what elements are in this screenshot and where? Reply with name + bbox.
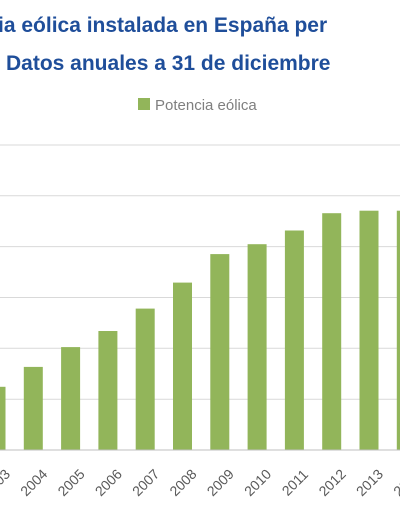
legend-label: Potencia eólica	[155, 97, 257, 114]
bar-2008	[173, 282, 192, 450]
bar-2007	[135, 308, 155, 450]
x-tick-label: 2012	[315, 466, 348, 499]
x-tick-label: 2008	[166, 466, 199, 499]
chart-title-line-2: Datos anuales a 31 de diciembre	[6, 52, 330, 75]
bar-2004	[23, 366, 43, 450]
legend-swatch	[138, 98, 150, 110]
chart-title-line-1: ia eólica instalada en España per	[0, 14, 327, 37]
bar-2012	[322, 213, 342, 450]
x-tick-label: 2007	[129, 466, 162, 499]
bar-2005	[61, 347, 81, 450]
x-tick-label: 2014	[390, 466, 400, 499]
x-tick-label: 2005	[54, 466, 87, 499]
bar-2010	[247, 244, 267, 450]
bar-2009	[210, 254, 230, 450]
x-tick-label: 2003	[0, 466, 13, 499]
bar-2013	[359, 210, 379, 450]
legend: Potencia eólica	[138, 97, 257, 114]
x-tick-label: 2006	[92, 466, 125, 499]
x-tick-label: 2010	[241, 466, 274, 499]
x-tick-labels: 2003 2004 2005 2006 2007 2008 2009 2010 2011 2012…	[0, 466, 400, 499]
bar-2006	[98, 331, 118, 450]
x-tick-label: 2013	[353, 466, 386, 499]
bar-2011	[284, 230, 304, 450]
x-tick-label: 2009	[204, 466, 237, 499]
bars	[0, 210, 400, 450]
x-tick-label: 2011	[279, 466, 312, 499]
x-tick-label: 2004	[17, 466, 50, 499]
bar-2003	[0, 386, 6, 450]
bar-2014	[396, 210, 400, 450]
